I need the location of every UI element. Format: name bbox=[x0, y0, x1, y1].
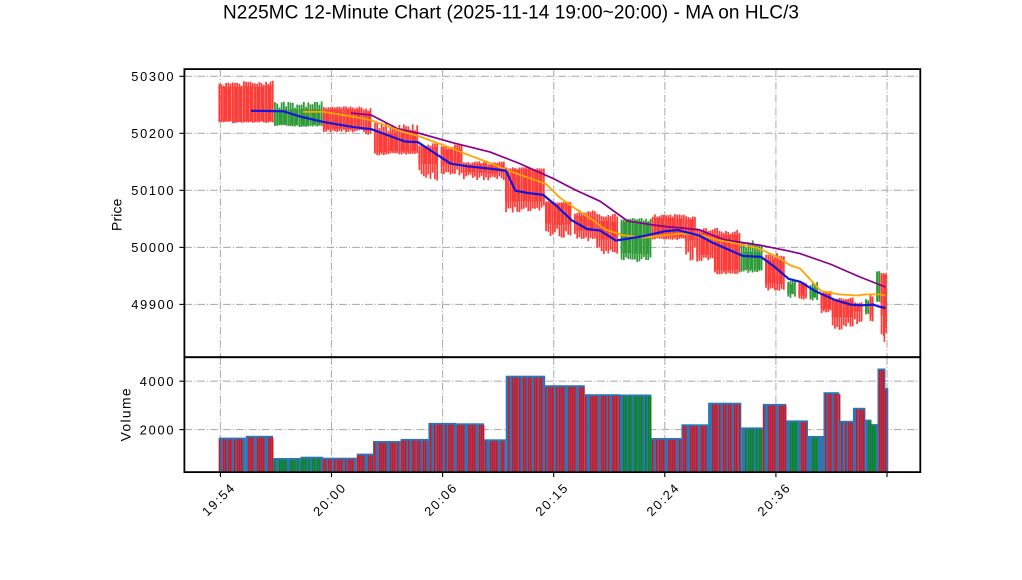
svg-text:50200: 50200 bbox=[131, 126, 173, 141]
svg-text:Price: Price bbox=[109, 198, 125, 231]
svg-text:50000: 50000 bbox=[131, 240, 173, 255]
svg-text:N225MC 12-Minute Chart (2025-1: N225MC 12-Minute Chart (2025-11-14 19:00… bbox=[223, 3, 799, 24]
svg-text:2000: 2000 bbox=[140, 422, 174, 437]
svg-text:50100: 50100 bbox=[131, 183, 173, 198]
svg-text:49900: 49900 bbox=[131, 297, 173, 312]
svg-text:4000: 4000 bbox=[140, 374, 174, 389]
svg-text:50300: 50300 bbox=[131, 69, 173, 84]
svg-text:Volume: Volume bbox=[118, 388, 134, 441]
